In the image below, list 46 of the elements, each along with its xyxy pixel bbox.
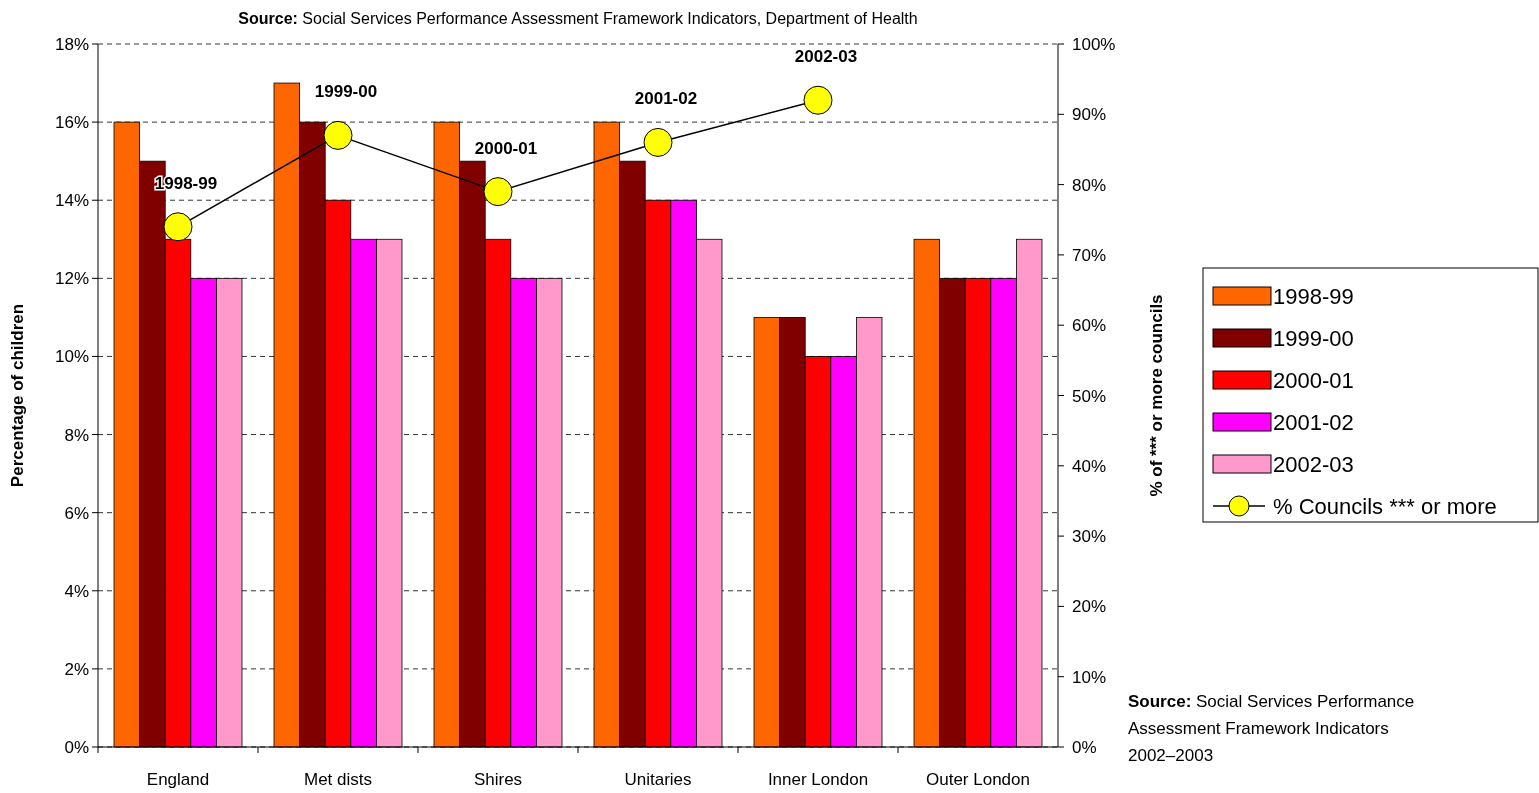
- data-label: 2000-01: [474, 138, 538, 158]
- x-tick-label: Inner London: [767, 770, 869, 789]
- y2-tick-label: 80%: [1072, 175, 1107, 195]
- y2-tick-label: 90%: [1072, 105, 1107, 125]
- y-tick-label: 6%: [64, 503, 89, 523]
- y2-tick-label: 10%: [1072, 667, 1107, 687]
- y-tick-label: 16%: [54, 113, 89, 133]
- data-label: 2001-02: [634, 89, 698, 109]
- legend-label: 2002-03: [1273, 452, 1354, 477]
- point: [323, 120, 353, 150]
- y2-tick-label: 30%: [1072, 527, 1107, 547]
- y-tick-label: 8%: [64, 425, 89, 445]
- data-label: 1999-00: [314, 82, 378, 102]
- x-tick-label: England: [146, 770, 210, 789]
- legend-label: % Councils *** or more: [1273, 494, 1497, 519]
- y-tick-label: 18%: [54, 35, 89, 54]
- legend-label: 1998-99: [1273, 284, 1354, 309]
- y-tick-label: 2%: [64, 659, 89, 679]
- y2-tick-label: 60%: [1072, 316, 1107, 336]
- y2-axis-title: % of *** or more councils: [1147, 294, 1166, 497]
- legend-label: 2001-02: [1273, 410, 1354, 435]
- y-axis-title: Percentage of children: [8, 303, 27, 488]
- chart-title: Source: Social Services Performance Assessment Framework Indicators, Department of Health: [238, 10, 918, 27]
- y-tick-label: 12%: [54, 269, 89, 289]
- x-tick-label: Unitaries: [624, 770, 692, 789]
- y2-tick-label: 100%: [1072, 35, 1116, 54]
- y-tick-label: 10%: [54, 347, 89, 367]
- x-tick-label: Met dists: [303, 770, 373, 789]
- y2-tick-label: 40%: [1072, 456, 1107, 476]
- source-note: Source: Social Services Performance Assessment Framework Indicators 2002–2003: [1128, 692, 1415, 765]
- data-label: 2002-03: [794, 47, 858, 67]
- legend-label: 1999-00: [1273, 326, 1354, 351]
- y2-tick-label: 20%: [1072, 597, 1107, 617]
- point: [803, 85, 833, 115]
- y2-tick-label: 50%: [1072, 386, 1107, 406]
- x-tick-label: Outer London: [926, 770, 1030, 789]
- point: [483, 177, 513, 207]
- y-tick-label: 0%: [64, 738, 89, 757]
- point: [163, 212, 193, 242]
- point: [643, 127, 673, 157]
- legend-label: 2000-01: [1273, 368, 1354, 393]
- y-tick-label: 14%: [54, 191, 89, 211]
- y-tick-label: 4%: [64, 581, 89, 601]
- x-tick-label: Shires: [473, 770, 523, 789]
- y2-tick-label: 70%: [1072, 245, 1107, 265]
- y2-tick-label: 0%: [1072, 738, 1097, 757]
